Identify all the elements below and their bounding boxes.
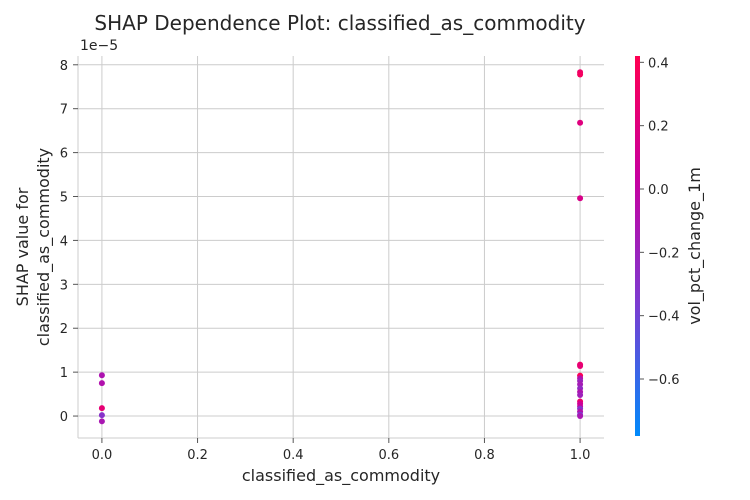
y-offset-label: 1e−5	[80, 38, 118, 54]
scatter-point	[577, 391, 584, 398]
scatter-point	[98, 380, 105, 387]
grid-lines	[78, 56, 604, 438]
y-tick-label: 5	[60, 191, 68, 206]
y-tick-label: 4	[60, 234, 68, 249]
y-tick-label: 2	[60, 322, 68, 337]
y-tick-label: 3	[60, 278, 68, 293]
y-tick-label: 8	[60, 59, 68, 74]
x-tick-label: 1.0	[570, 448, 591, 463]
scatter-point	[577, 413, 584, 420]
x-tick-label: 0.6	[378, 448, 399, 463]
scatter-point	[98, 405, 105, 412]
scatter-point	[577, 119, 584, 126]
y-axis-ticks: 0 1 2 3 4 5 6 7 8	[60, 59, 78, 425]
colorbar-tick-label: 0.4	[648, 56, 669, 71]
colorbar-tick-label: −0.4	[648, 310, 680, 325]
y-tick-label: 0	[60, 410, 68, 425]
scatter-point	[577, 362, 584, 369]
scatter-point	[98, 372, 105, 379]
scatter-points	[98, 69, 584, 425]
colorbar-tick-label: 0.2	[648, 120, 669, 135]
colorbar-tick-label: −0.2	[648, 246, 680, 261]
colorbar-tick-label: −0.6	[648, 373, 680, 388]
colorbar-tick-label: 0.0	[648, 183, 669, 198]
x-tick-label: 0.2	[187, 448, 208, 463]
axes-frame	[77, 56, 604, 439]
colorbar-label: vol_pct_change_1m	[685, 167, 705, 325]
x-tick-label: 0.0	[92, 448, 113, 463]
y-tick-label: 6	[60, 147, 68, 162]
x-tick-label: 0.4	[283, 448, 304, 463]
y-axis-label-line2: classified_as_commodity	[34, 148, 54, 346]
y-tick-label: 7	[60, 103, 68, 118]
y-tick-label: 1	[60, 366, 68, 381]
colorbar	[635, 56, 640, 436]
scatter-point	[577, 71, 584, 78]
chart-title: SHAP Dependence Plot: classified_as_comm…	[94, 11, 585, 35]
colorbar-ticks: −0.6 −0.4 −0.2 0.0 0.2 0.4	[640, 56, 680, 388]
x-axis-ticks: 0.0 0.2 0.4 0.6 0.8 1.0	[92, 438, 591, 463]
scatter-point	[577, 195, 584, 202]
scatter-point	[98, 418, 105, 425]
y-axis-label: SHAP value for classified_as_commodity	[13, 148, 54, 346]
x-tick-label: 0.8	[474, 448, 495, 463]
scatter-point	[98, 412, 105, 419]
y-axis-label-line1: SHAP value for	[13, 187, 32, 306]
x-axis-label: classified_as_commodity	[242, 466, 440, 486]
